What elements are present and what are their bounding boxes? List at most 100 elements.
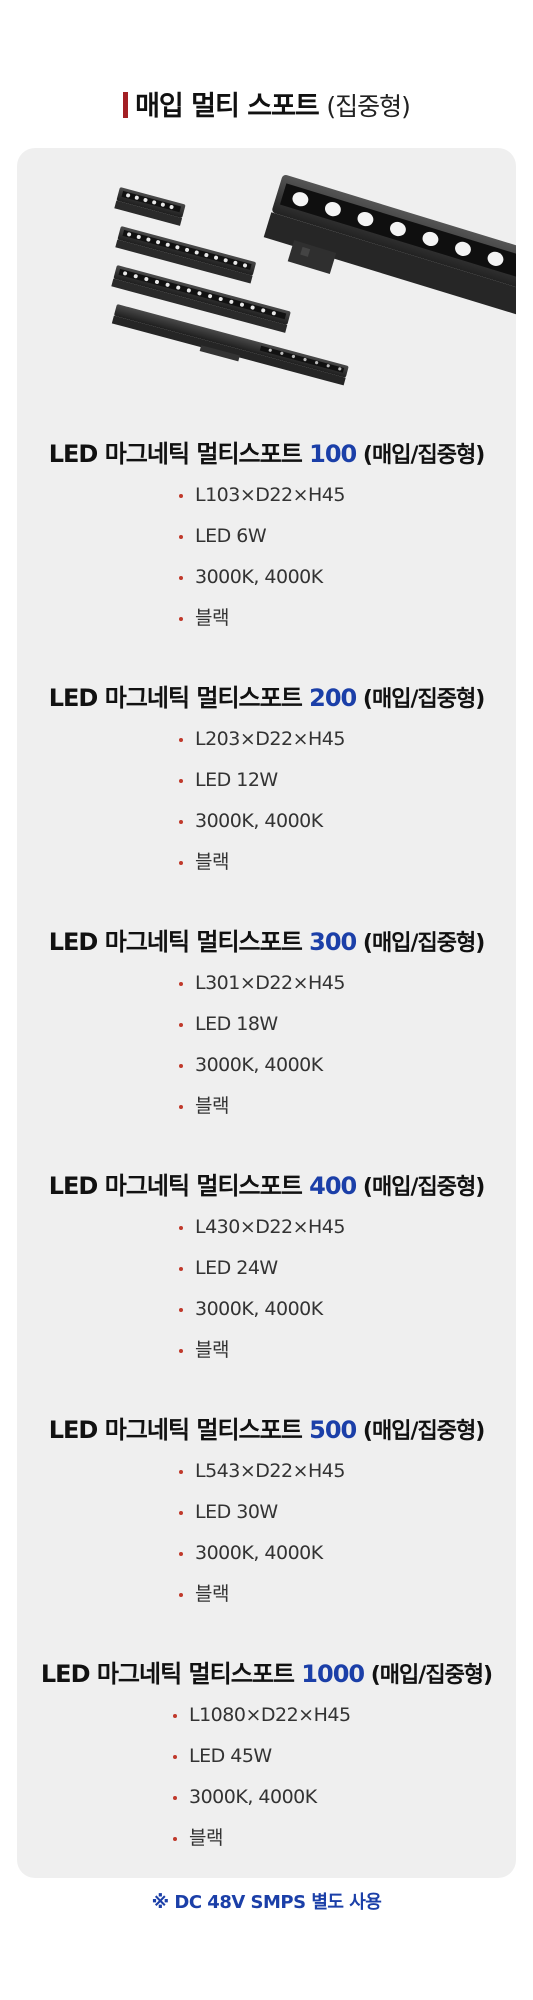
- spec-text: 3000K, 4000K: [195, 1054, 323, 1076]
- spec-text: 블랙: [195, 607, 229, 629]
- model-number: 200: [309, 684, 357, 712]
- spec-list: L1080×D22×H45 LED 45W 3000K, 4000K 블랙: [17, 1695, 516, 1859]
- spec-text: L203×D22×H45: [195, 728, 345, 750]
- model-title-prefix: LED 마그네틱 멀티스포트: [48, 1416, 310, 1444]
- bullet-icon: [173, 1796, 177, 1800]
- bullet-icon: [173, 1837, 177, 1841]
- bullet-icon: [179, 1511, 183, 1515]
- model-number: 100: [309, 440, 357, 468]
- spec-text: L103×D22×H45: [195, 484, 345, 506]
- model-number: 1000: [301, 1660, 365, 1688]
- spec-color-temp: 3000K, 4000K: [17, 1045, 516, 1086]
- spec-finish: 블랙: [17, 598, 516, 639]
- model-title-suffix: (매입/집중형): [356, 1419, 485, 1444]
- spec-text: LED 6W: [195, 525, 267, 547]
- bullet-icon: [179, 1593, 183, 1597]
- spec-finish: 블랙: [17, 1086, 516, 1127]
- bullet-icon: [179, 779, 183, 783]
- bullet-icon: [179, 617, 183, 621]
- spec-text: LED 30W: [195, 1501, 278, 1523]
- page-title-main: 매입 멀티 스포트: [135, 91, 320, 122]
- spec-text: 3000K, 4000K: [195, 1298, 323, 1320]
- model-title-prefix: LED 마그네틱 멀티스포트: [48, 1172, 310, 1200]
- spec-text: LED 12W: [195, 769, 278, 791]
- spec-power: LED 6W: [17, 516, 516, 557]
- model-title: LED 마그네틱 멀티스포트 200 (매입/집중형): [17, 678, 516, 713]
- model-100: LED 마그네틱 멀티스포트 100 (매입/집중형) L103×D22×H45…: [17, 434, 516, 639]
- spec-color-temp: 3000K, 4000K: [17, 1533, 516, 1574]
- spec-list: L543×D22×H45 LED 30W 3000K, 4000K 블랙: [17, 1451, 516, 1615]
- model-title: LED 마그네틱 멀티스포트 300 (매입/집중형): [17, 922, 516, 957]
- spec-dimensions: L203×D22×H45: [17, 719, 516, 760]
- model-title: LED 마그네틱 멀티스포트 100 (매입/집중형): [17, 434, 516, 469]
- bullet-icon: [179, 494, 183, 498]
- model-1000: LED 마그네틱 멀티스포트 1000 (매입/집중형) L1080×D22×H…: [17, 1654, 516, 1859]
- model-title-suffix: (매입/집중형): [364, 1663, 493, 1688]
- spec-finish: 블랙: [17, 842, 516, 883]
- model-title: LED 마그네틱 멀티스포트 1000 (매입/집중형): [17, 1654, 516, 1689]
- spec-power: LED 18W: [17, 1004, 516, 1045]
- spec-text: 3000K, 4000K: [189, 1786, 317, 1808]
- model-500: LED 마그네틱 멀티스포트 500 (매입/집중형) L543×D22×H45…: [17, 1410, 516, 1615]
- smps-note: ※ DC 48V SMPS 별도 사용: [151, 1892, 382, 1913]
- spec-color-temp: 3000K, 4000K: [17, 801, 516, 842]
- spec-finish: 블랙: [17, 1574, 516, 1615]
- page-title-sub: (집중형): [326, 92, 411, 121]
- bullet-icon: [179, 1064, 183, 1068]
- model-title-prefix: LED 마그네틱 멀티스포트: [40, 1660, 302, 1688]
- model-number: 500: [309, 1416, 357, 1444]
- bullet-icon: [173, 1714, 177, 1718]
- bullet-icon: [179, 1470, 183, 1474]
- model-title-suffix: (매입/집중형): [356, 687, 485, 712]
- spec-text: LED 45W: [189, 1745, 272, 1767]
- spec-list: L103×D22×H45 LED 6W 3000K, 4000K 블랙: [17, 475, 516, 639]
- spec-power: LED 12W: [17, 760, 516, 801]
- spec-text: L1080×D22×H45: [189, 1704, 351, 1726]
- bullet-icon: [179, 1308, 183, 1312]
- spec-list: L203×D22×H45 LED 12W 3000K, 4000K 블랙: [17, 719, 516, 883]
- spec-text: LED 24W: [195, 1257, 278, 1279]
- spec-text: 블랙: [195, 1095, 229, 1117]
- bullet-icon: [179, 1267, 183, 1271]
- spec-power: LED 30W: [17, 1492, 516, 1533]
- model-400: LED 마그네틱 멀티스포트 400 (매입/집중형) L430×D22×H45…: [17, 1166, 516, 1371]
- spec-finish: 블랙: [17, 1330, 516, 1371]
- magnetic-multi-spot-lights-image: [111, 174, 516, 386]
- spec-power: LED 45W: [17, 1736, 516, 1777]
- spec-text: LED 18W: [195, 1013, 278, 1035]
- bullet-icon: [179, 535, 183, 539]
- bullet-icon: [179, 1105, 183, 1109]
- page-title: 매입 멀티 스포트 (집중형): [0, 84, 533, 123]
- spec-text: 블랙: [195, 1339, 229, 1361]
- model-number: 300: [309, 928, 357, 956]
- spec-text: 블랙: [195, 851, 229, 873]
- spec-dimensions: L103×D22×H45: [17, 475, 516, 516]
- title-accent-bar: [123, 92, 129, 118]
- model-title: LED 마그네틱 멀티스포트 400 (매입/집중형): [17, 1166, 516, 1201]
- model-title-suffix: (매입/집중형): [356, 1175, 485, 1200]
- bullet-icon: [179, 820, 183, 824]
- model-title-prefix: LED 마그네틱 멀티스포트: [48, 684, 310, 712]
- spec-dimensions: L301×D22×H45: [17, 963, 516, 1004]
- bullet-icon: [179, 1552, 183, 1556]
- model-300: LED 마그네틱 멀티스포트 300 (매입/집중형) L301×D22×H45…: [17, 922, 516, 1127]
- model-number: 400: [309, 1172, 357, 1200]
- spec-finish: 블랙: [17, 1818, 516, 1859]
- spec-list: L301×D22×H45 LED 18W 3000K, 4000K 블랙: [17, 963, 516, 1127]
- bullet-icon: [179, 982, 183, 986]
- model-title: LED 마그네틱 멀티스포트 500 (매입/집중형): [17, 1410, 516, 1445]
- spec-list: L430×D22×H45 LED 24W 3000K, 4000K 블랙: [17, 1207, 516, 1371]
- bullet-icon: [179, 861, 183, 865]
- spec-text: L301×D22×H45: [195, 972, 345, 994]
- model-title-prefix: LED 마그네틱 멀티스포트: [48, 928, 310, 956]
- spec-text: 블랙: [195, 1583, 229, 1605]
- spec-text: L430×D22×H45: [195, 1216, 345, 1238]
- spec-text: 3000K, 4000K: [195, 810, 323, 832]
- bullet-icon: [173, 1755, 177, 1759]
- spec-text: L543×D22×H45: [195, 1460, 345, 1482]
- spec-dimensions: L543×D22×H45: [17, 1451, 516, 1492]
- spec-text: 3000K, 4000K: [195, 1542, 323, 1564]
- spec-dimensions: L430×D22×H45: [17, 1207, 516, 1248]
- bullet-icon: [179, 1226, 183, 1230]
- spec-text: 블랙: [189, 1827, 223, 1849]
